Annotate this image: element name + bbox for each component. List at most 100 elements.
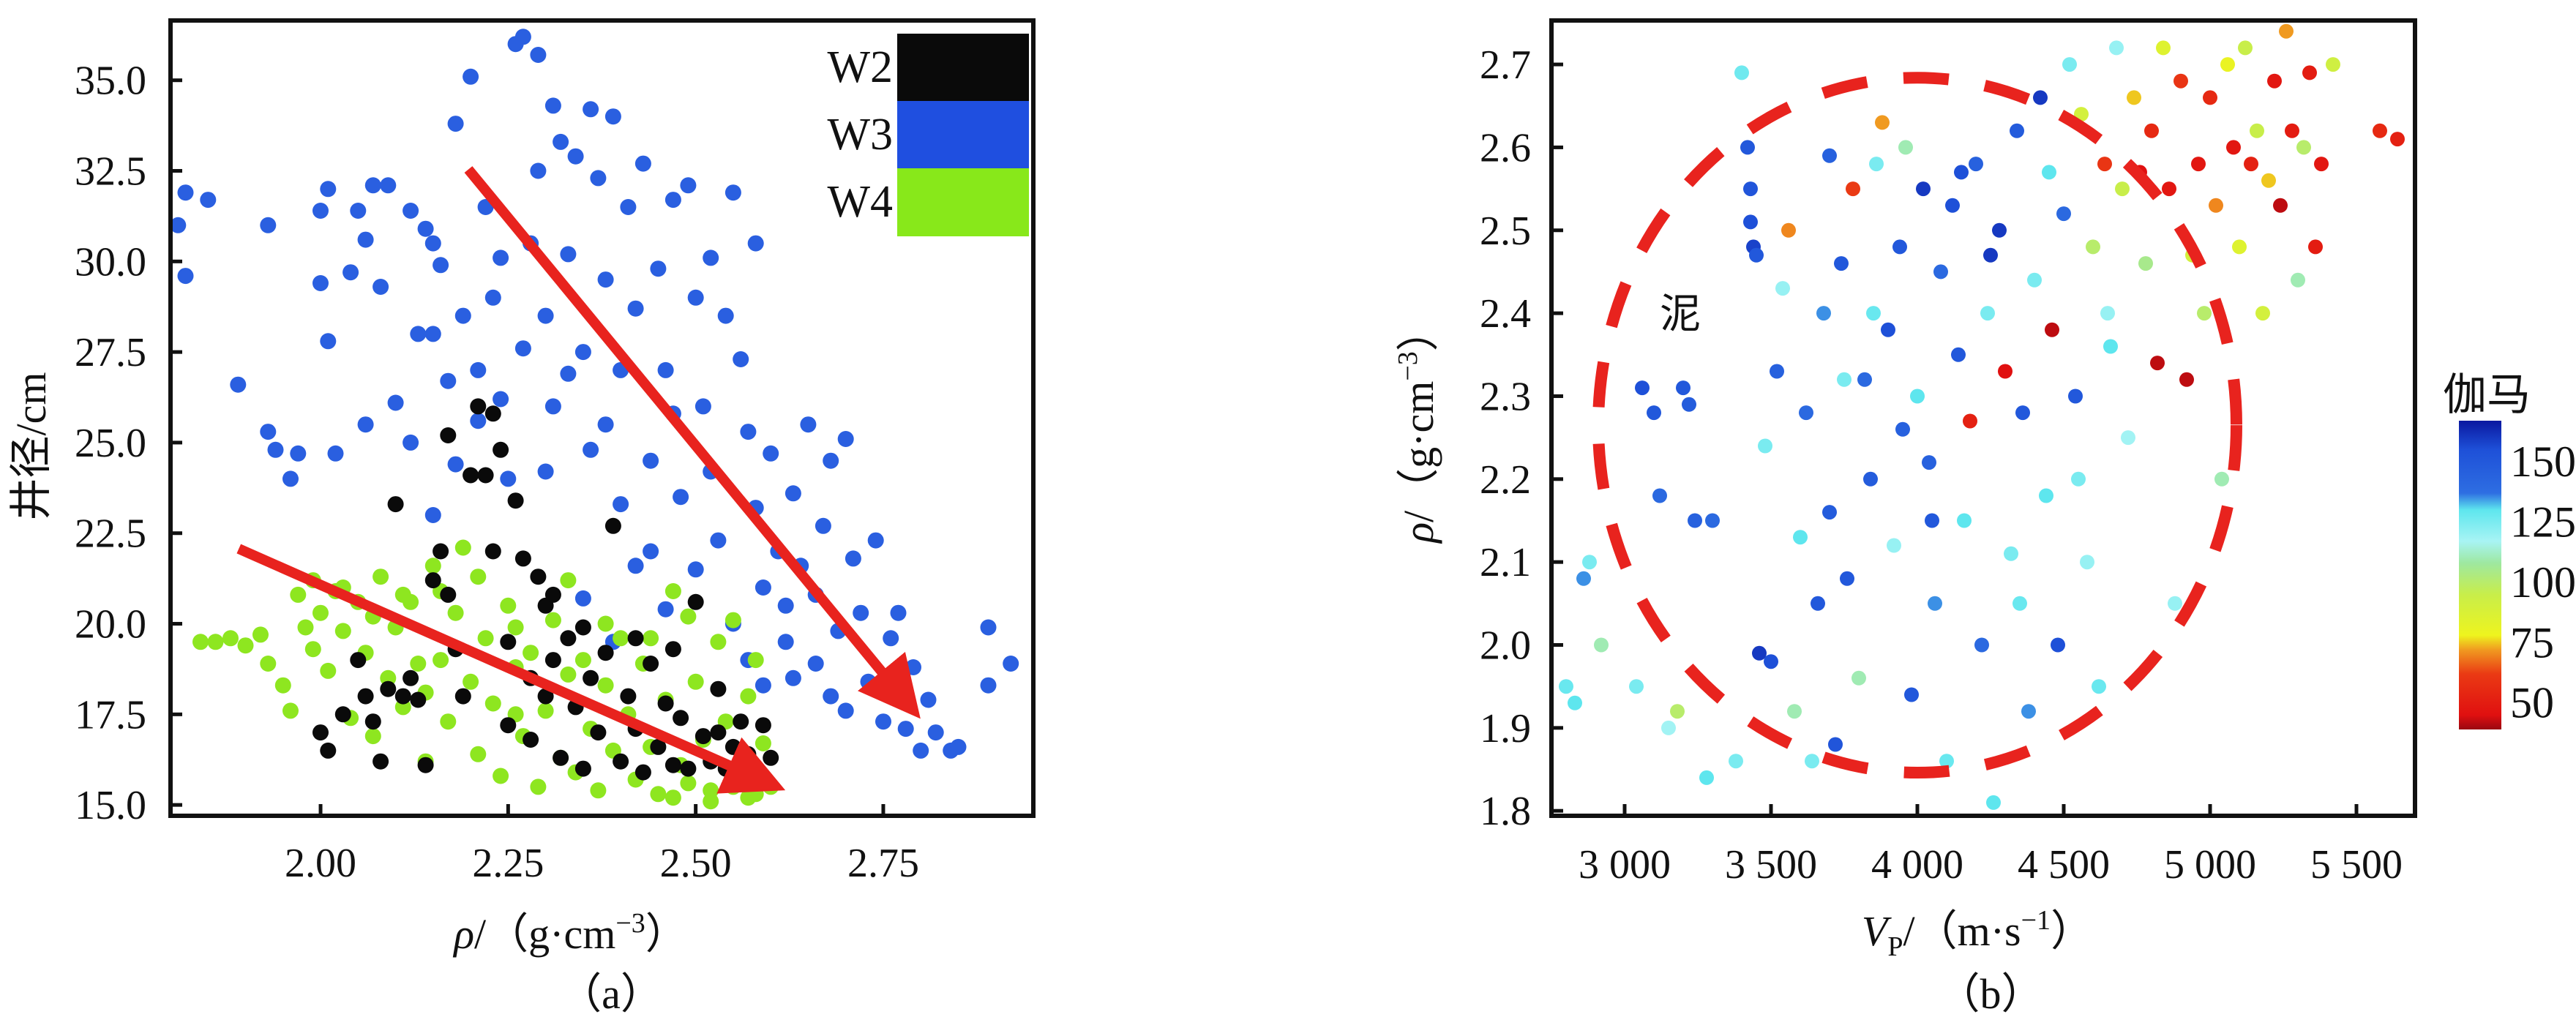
mudstone-label: 泥 [1660,292,1701,337]
data-point [2191,157,2206,172]
data-point-w3 [553,133,569,150]
data-point-w3 [755,677,771,694]
data-point-w3 [417,220,434,237]
data-point [2291,272,2305,288]
data-point-w2 [627,630,644,647]
colorbar-tick-label: 125 [2510,498,2576,546]
y-tick-label: 35.0 [75,59,146,104]
data-point-w3 [364,177,381,194]
data-point [1881,322,1895,337]
trend-arrow-2 [236,544,786,794]
data-point-w3 [171,217,187,233]
data-point-w3 [537,307,554,324]
data-point-w4 [410,656,427,672]
data-point-w3 [837,431,854,447]
data-point-w3 [597,416,614,433]
data-point [1749,247,1764,263]
data-point [2156,40,2171,56]
data-point-w3 [402,434,419,451]
data-point-w4 [597,615,614,632]
data-point-w4 [440,713,457,730]
data-point [2015,405,2030,421]
data-point [2244,157,2258,172]
legend-label-w3: W3 [827,110,893,160]
data-point [2179,372,2194,387]
x-tick-label: 5 000 [2164,842,2256,887]
data-point [1869,157,1884,172]
legend-swatch-w2 [897,34,1029,102]
data-point-w3 [290,445,307,462]
data-point-w2 [454,688,471,705]
data-point [2080,555,2094,570]
y-tick-label: 2.5 [1480,209,1531,254]
data-point-w3 [883,630,899,647]
data-point-w3 [763,445,779,462]
data-point [1781,222,1796,238]
data-point [1892,239,1907,255]
data-point [2255,306,2270,321]
y-tick-label: 2.2 [1480,457,1531,503]
data-point [1969,157,1983,172]
data-point [1983,247,1998,263]
data-point [2226,140,2241,155]
data-point-w3 [590,170,607,187]
data-point [1743,214,1758,230]
data-point-w3 [680,177,697,194]
data-point-w3 [260,424,277,440]
data-point [2115,181,2130,197]
data-point-w2 [740,746,757,762]
data-point [1670,704,1685,719]
data-point-w2 [500,634,517,650]
data-point [2068,389,2083,404]
data-point-w2 [484,405,501,422]
data-point-w2 [312,724,329,741]
x-tick-label: 2.50 [660,841,732,886]
legend-swatch-w3 [897,101,1029,169]
data-point-w3 [177,184,194,201]
data-point-w4 [424,558,441,574]
data-point [2056,206,2071,222]
data-point [1635,380,1650,396]
data-point-w3 [755,579,771,596]
y-tick-label: 32.5 [75,149,146,195]
data-point [1837,372,1852,387]
data-point-w4 [590,782,607,799]
y-tick-label: 15.0 [75,783,146,828]
data-point-w4 [560,666,577,683]
data-point [1986,795,2001,810]
data-point-w4 [274,677,291,694]
data-point-w2 [357,688,374,705]
data-point-w3 [567,148,584,165]
data-point-w4 [680,775,697,792]
data-point-w3 [747,235,764,252]
data-point [1834,256,1849,271]
data-point-w4 [364,728,381,745]
data-point-w4 [687,673,704,690]
data-point [1822,505,1837,520]
data-point-w2 [484,543,501,560]
y-tick-label: 2.0 [1480,623,1531,669]
data-point [2232,239,2247,255]
data-point [1951,347,1966,362]
data-point-w2 [507,492,524,509]
data-point [1945,198,1960,213]
data-point-w4 [574,652,591,669]
data-point-w2 [680,760,697,777]
data-point-w3 [710,532,727,549]
data-point [2039,488,2053,503]
data-point [2250,123,2264,138]
data-point-w3 [717,307,734,324]
data-point-w3 [282,470,299,487]
data-point [1793,530,1808,545]
data-point [1928,596,1942,611]
data-point [1980,306,1995,321]
data-point-w3 [312,203,329,219]
data-point-w2 [514,550,531,567]
data-point-w3 [493,249,509,266]
data-point-w4 [394,586,411,603]
data-point [1752,645,1767,661]
data-point-w3 [530,162,547,179]
data-point [1925,513,1939,528]
data-point-w3 [777,597,794,614]
colorbar-tick-label: 50 [2510,679,2554,727]
